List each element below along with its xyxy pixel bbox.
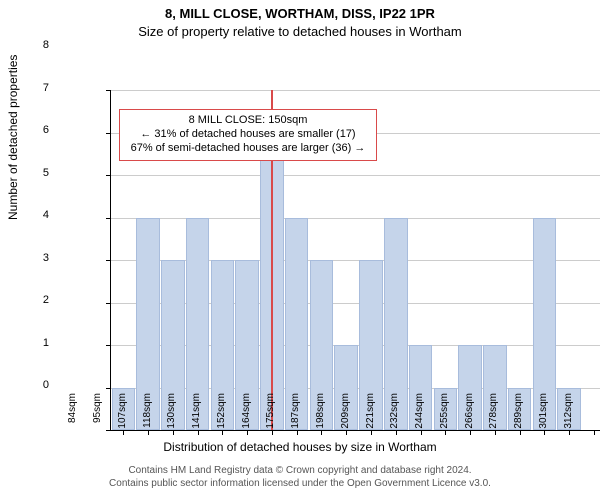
chart-container: { "titles": { "main": "8, MILL CLOSE, WO…	[0, 0, 600, 500]
chart-title-main: 8, MILL CLOSE, WORTHAM, DISS, IP22 1PR	[0, 6, 600, 21]
plot-area: 8 MILL CLOSE: 150sqm← 31% of detached ho…	[110, 90, 600, 431]
y-tick-mark	[106, 345, 111, 346]
gridline	[111, 218, 600, 219]
x-tick-label: 141sqm	[191, 393, 202, 443]
x-tick-label: 175sqm	[265, 393, 276, 443]
y-tick-label: 5	[29, 167, 49, 179]
x-tick-label: 209sqm	[340, 393, 351, 443]
y-tick-mark	[106, 388, 111, 389]
x-tick-label: 255sqm	[439, 393, 450, 443]
x-tick-label: 164sqm	[241, 393, 252, 443]
x-tick-label: 289sqm	[513, 393, 524, 443]
footer-line-2: Contains public sector information licen…	[0, 478, 600, 489]
y-tick-label: 8	[29, 39, 49, 51]
annotation-box: 8 MILL CLOSE: 150sqm← 31% of detached ho…	[119, 109, 377, 160]
plot-area-wrapper: 8 MILL CLOSE: 150sqm← 31% of detached ho…	[55, 45, 575, 385]
y-tick-mark	[106, 260, 111, 261]
x-tick-label: 118sqm	[142, 393, 153, 443]
y-tick-label: 1	[29, 337, 49, 349]
x-tick-label: 187sqm	[290, 393, 301, 443]
x-tick-label: 232sqm	[389, 393, 400, 443]
x-tick-label: 130sqm	[166, 393, 177, 443]
y-tick-mark	[106, 218, 111, 219]
y-tick-mark	[106, 303, 111, 304]
y-tick-label: 4	[29, 209, 49, 221]
x-tick-label: 107sqm	[117, 393, 128, 443]
x-tick-label: 301sqm	[538, 393, 549, 443]
x-tick-label: 95sqm	[92, 393, 103, 443]
x-tick-label: 244sqm	[414, 393, 425, 443]
y-tick-mark	[106, 133, 111, 134]
y-tick-label: 7	[29, 82, 49, 94]
annotation-line: 8 MILL CLOSE: 150sqm	[126, 114, 370, 128]
x-tick-label: 266sqm	[464, 393, 475, 443]
y-axis-label: Number of detached properties	[6, 55, 20, 220]
footer-line-1: Contains HM Land Registry data © Crown c…	[0, 465, 600, 476]
y-tick-label: 2	[29, 294, 49, 306]
y-tick-label: 3	[29, 252, 49, 264]
y-tick-mark	[106, 175, 111, 176]
x-tick-label: 152sqm	[216, 393, 227, 443]
chart-title-sub: Size of property relative to detached ho…	[0, 24, 600, 39]
x-tick-mark	[594, 430, 595, 435]
y-tick-label: 6	[29, 124, 49, 136]
annotation-line: 67% of semi-detached houses are larger (…	[126, 142, 370, 156]
annotation-line: ← 31% of detached houses are smaller (17…	[126, 128, 370, 142]
x-tick-label: 312sqm	[563, 393, 574, 443]
x-tick-label: 198sqm	[315, 393, 326, 443]
y-tick-label: 0	[29, 379, 49, 391]
y-tick-mark	[106, 430, 111, 431]
gridline	[111, 90, 600, 91]
x-tick-label: 84sqm	[67, 393, 78, 443]
y-tick-mark	[106, 90, 111, 91]
x-tick-label: 278sqm	[488, 393, 499, 443]
gridline	[111, 175, 600, 176]
x-tick-label: 221sqm	[365, 393, 376, 443]
